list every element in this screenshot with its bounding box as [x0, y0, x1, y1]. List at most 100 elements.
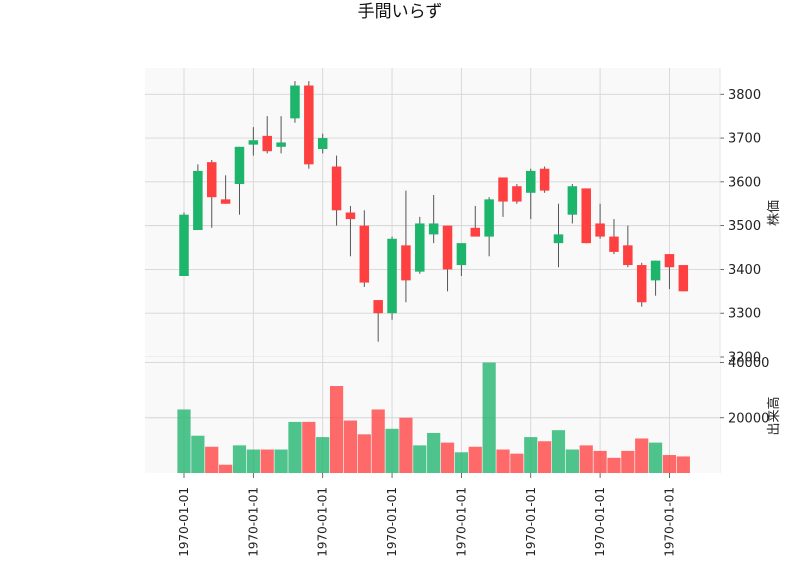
- volume-bar: [427, 432, 441, 473]
- candle-down: [636, 265, 647, 303]
- candle-up: [428, 223, 439, 235]
- price-tick-label: 3200: [728, 351, 761, 366]
- x-tick-label: 1970-01-01: [177, 487, 191, 557]
- volume-bar: [496, 449, 510, 473]
- candle-up: [456, 243, 467, 266]
- x-axis: 1970-01-01 1970-01-01 1970-01-01 1970-01-01…: [177, 473, 676, 557]
- candle-up: [317, 138, 328, 150]
- candle-down: [512, 186, 522, 202]
- candle-down: [498, 177, 508, 202]
- price-tick-label: 3300: [728, 307, 761, 322]
- candle-up: [484, 199, 494, 237]
- price-axis-label: 株価: [767, 200, 782, 226]
- volume-bar: [274, 449, 288, 473]
- candle-down: [220, 199, 231, 204]
- candle-down: [678, 265, 689, 292]
- volume-bar: [538, 441, 552, 473]
- volume-bar: [524, 437, 538, 473]
- volume-bar: [635, 438, 649, 473]
- volume-bar: [468, 446, 482, 473]
- x-tick-label: 1970-01-01: [246, 487, 260, 557]
- volume-bar: [593, 450, 607, 473]
- price-tick-label: 3800: [728, 88, 761, 103]
- candle-down: [206, 162, 217, 198]
- candle-down: [359, 225, 370, 283]
- candle-down: [442, 225, 453, 270]
- candle-down: [470, 227, 481, 237]
- price-panel-bg: [145, 68, 720, 357]
- volume-bar: [440, 442, 455, 473]
- candle-down: [331, 166, 342, 211]
- candle-up: [193, 170, 203, 231]
- volume-bar: [482, 362, 496, 473]
- volume-bar: [357, 434, 371, 473]
- volume-bar: [288, 421, 302, 473]
- volume-bar: [343, 420, 358, 473]
- candle-up: [234, 146, 245, 185]
- candle-down: [609, 236, 619, 252]
- candle-up: [553, 234, 564, 244]
- volume-bar: [205, 446, 219, 473]
- x-tick-label: 1970-01-01: [385, 487, 399, 557]
- volume-axis-label: 出来高: [766, 396, 782, 435]
- price-panel: 3200 3300 3400 3500 3600 3700 3800: [145, 68, 761, 473]
- volume-bar: [316, 437, 330, 473]
- candle-down: [401, 245, 411, 281]
- candle-up: [179, 214, 189, 276]
- volume-bar: [551, 430, 566, 473]
- candle-up: [415, 223, 425, 272]
- volume-bar: [371, 409, 385, 473]
- volume-bar: [219, 464, 233, 473]
- candle-up: [387, 238, 397, 314]
- volume-bar: [413, 445, 427, 473]
- volume-tick-label: 20000: [728, 411, 769, 426]
- volume-tick-label: 40000: [728, 356, 769, 371]
- x-tick-label: 1970-01-01: [316, 487, 330, 557]
- volume-bar: [385, 428, 399, 473]
- candle-up: [248, 140, 259, 145]
- volume-bar: [662, 455, 677, 473]
- volume-bar: [607, 457, 621, 473]
- volume-bar: [676, 456, 690, 473]
- chart-title: 手間いらず: [358, 2, 443, 22]
- volume-bar: [191, 435, 205, 473]
- price-tick-label: 3500: [728, 219, 761, 234]
- candle-up: [526, 170, 536, 193]
- x-tick-label: 1970-01-01: [454, 487, 468, 557]
- candle-down: [664, 254, 675, 268]
- price-tick-label: 3700: [728, 132, 761, 147]
- candle-down: [595, 223, 605, 237]
- x-tick-label: 1970-01-01: [662, 487, 676, 557]
- volume-bar: [246, 449, 260, 473]
- candle-down: [304, 85, 314, 165]
- candle-down: [373, 300, 383, 314]
- candle-down: [539, 168, 550, 191]
- volume-bar: [579, 445, 593, 473]
- volume-bar: [232, 445, 247, 473]
- volume-bar: [329, 386, 344, 473]
- candle-up: [290, 85, 300, 119]
- candle-up: [567, 186, 578, 215]
- candle-down: [581, 188, 591, 244]
- volume-bar: [177, 409, 191, 473]
- candle-down: [262, 135, 272, 152]
- volume-bar: [510, 453, 524, 473]
- volume-bar: [621, 450, 635, 473]
- x-tick-label: 1970-01-01: [593, 487, 607, 557]
- x-tick-label: 1970-01-01: [524, 487, 538, 557]
- candle-down: [345, 212, 356, 220]
- volume-bar: [565, 449, 579, 473]
- volume-bar: [648, 442, 663, 473]
- candle-up: [650, 260, 661, 281]
- price-tick-label: 3600: [728, 175, 761, 190]
- price-tick-label: 3400: [728, 263, 761, 278]
- volume-bar: [260, 449, 274, 473]
- volume-bar: [454, 452, 468, 473]
- candle-down: [623, 245, 633, 266]
- volume-bar: [399, 417, 413, 473]
- candle-up: [276, 142, 286, 147]
- volume-panel: 20000 40000: [145, 356, 769, 473]
- volume-bar: [302, 421, 316, 473]
